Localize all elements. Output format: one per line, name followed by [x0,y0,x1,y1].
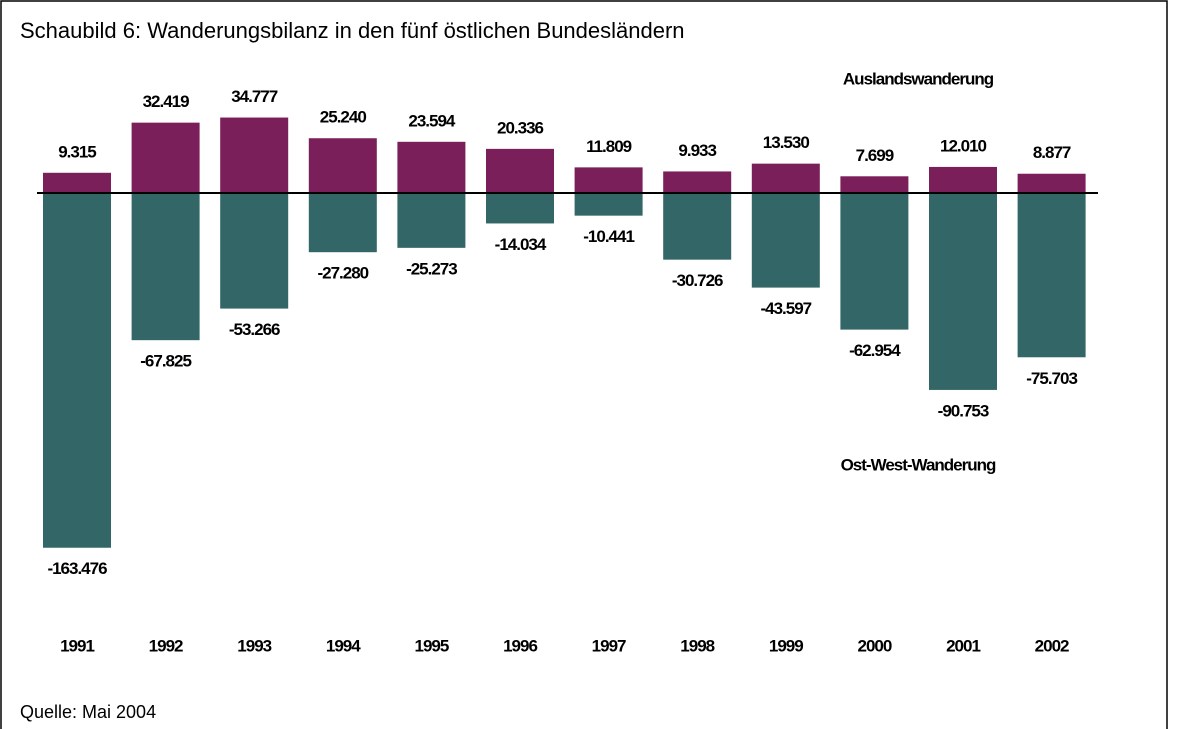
bar [308,193,377,253]
bar [751,193,820,288]
data-label: -10.441 [583,227,634,246]
data-label: -53.266 [229,320,280,339]
bar [131,193,200,341]
bar [486,193,554,224]
series-label: Ost-West-Wanderung [841,455,996,474]
bar [663,171,732,193]
data-label: 20.336 [497,118,544,137]
data-label: -90.753 [938,401,989,420]
bar [663,193,732,260]
x-tick-label: 2001 [946,636,980,655]
bar [220,193,289,309]
data-label: 13.530 [763,133,810,152]
x-tick-label: 1994 [326,636,361,655]
data-label: -62.954 [849,341,901,360]
data-label: 9.315 [58,142,96,161]
bar [840,176,909,193]
bar [751,163,820,193]
series-label: Auslandswanderung [843,69,994,88]
data-label: -67.825 [140,352,191,371]
data-label: 23.594 [408,111,456,130]
x-tick-label: 1999 [769,636,803,655]
bar [1017,173,1086,193]
chart-title: Schaubild 6: Wanderungsbilanz in den fün… [20,18,685,43]
bar [486,148,554,193]
data-label: -30.726 [672,271,723,290]
data-label: -163.476 [47,559,107,578]
bar [929,166,997,193]
bar [1017,193,1086,358]
data-label: -14.034 [495,235,547,254]
data-label: 32.419 [143,92,190,111]
data-label: 12.010 [940,136,987,155]
data-label: 7.699 [856,146,894,165]
bar [131,122,200,193]
data-label: -25.273 [406,259,457,278]
data-label: -75.703 [1026,369,1077,388]
bar [840,193,909,330]
x-tick-label: 1997 [592,636,626,655]
bar [574,167,643,193]
data-label: 34.777 [231,87,278,106]
data-label: 9.933 [678,141,716,160]
bar [397,141,466,193]
x-tick-label: 1995 [414,636,448,655]
x-tick-label: 2000 [857,636,891,655]
x-tick-label: 1993 [237,636,271,655]
bar [43,193,111,548]
data-label: 11.809 [586,137,632,156]
data-label: -43.597 [760,299,811,318]
bar [574,193,643,216]
bar [220,117,289,193]
bar [308,138,377,193]
bar [929,193,997,390]
data-label: -27.280 [317,264,368,283]
data-label: 25.240 [320,108,367,127]
bar [397,193,466,248]
x-tick-label: 1991 [60,636,94,655]
data-label: 8.877 [1033,143,1071,162]
x-tick-label: 1992 [149,636,183,655]
bar [43,172,111,193]
x-tick-label: 1996 [503,636,537,655]
x-tick-label: 1998 [680,636,714,655]
x-tick-label: 2002 [1035,636,1069,655]
source: Quelle: Mai 2004 [20,702,156,722]
